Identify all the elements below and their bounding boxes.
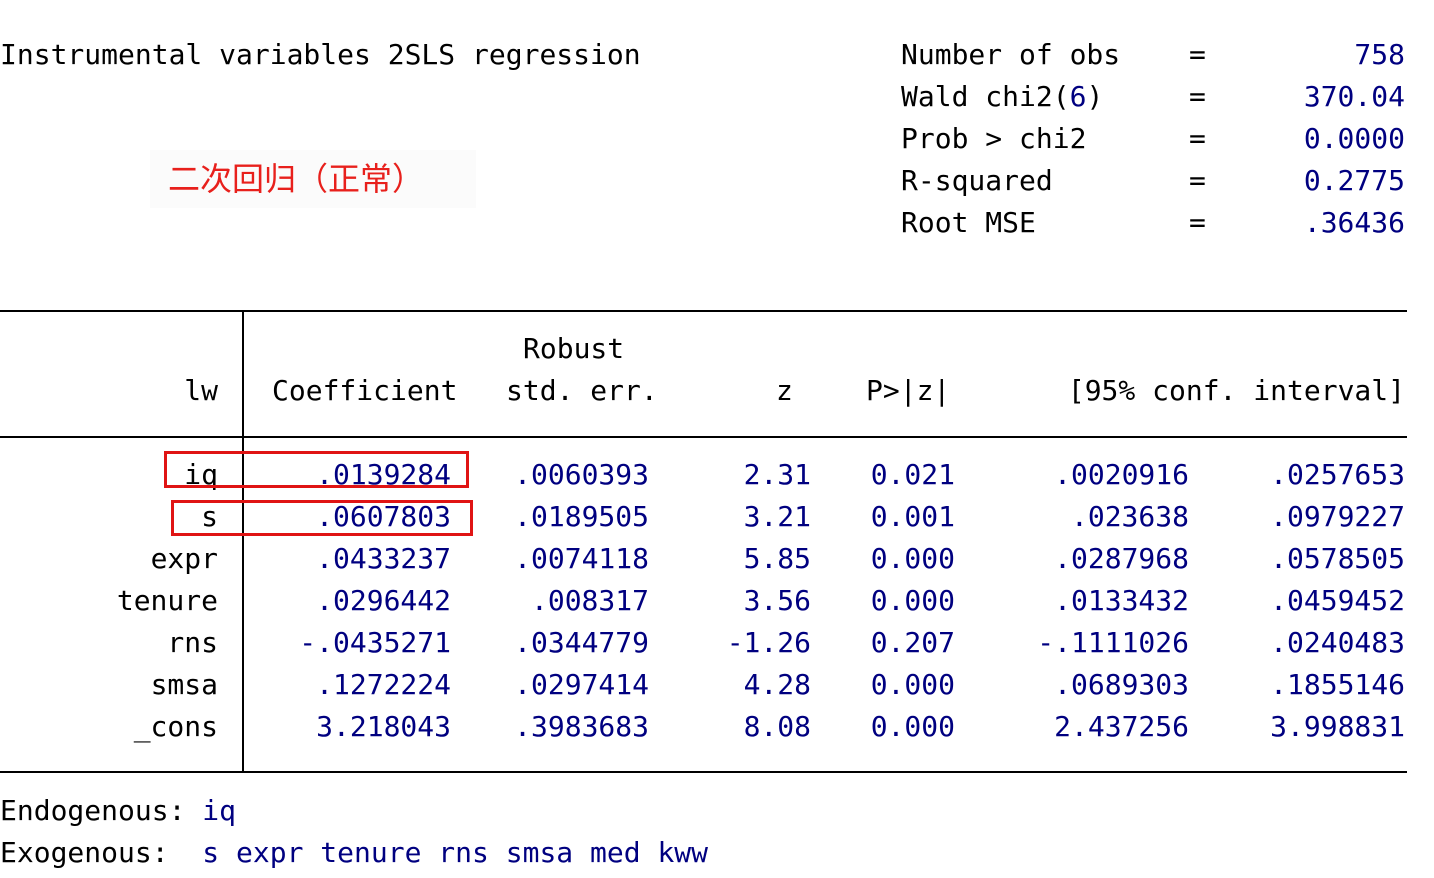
row-ci-upper: .1855146 [1270,668,1405,701]
row-z: 3.56 [743,584,811,617]
row-ci-lower: .0020916 [1054,458,1189,491]
stat-label-prob: Prob > chi2 [901,122,1087,155]
stat-label-wald: Wald chi2(6) [901,80,1104,113]
row-ci-upper: .0979227 [1270,500,1405,533]
row-z: 8.08 [743,710,811,743]
row-ci-lower: .0287968 [1054,542,1189,575]
stat-eq-rsq: = [1189,164,1206,197]
stat-value-rmse: .36436 [1303,206,1405,239]
row-pvalue: 0.000 [870,710,955,743]
row-ci-lower: .023638 [1070,500,1189,533]
row-pvalue: 0.000 [870,668,955,701]
highlight-box-iq [164,451,469,488]
stat-eq-prob: = [1189,122,1206,155]
stat-value-prob: 0.0000 [1303,122,1405,155]
row-z: 5.85 [743,542,811,575]
row-coefficient: .0607803 [316,500,451,533]
row-var-name: expr [150,542,218,575]
row-var-name: smsa [150,668,218,701]
annotation-label: 二次回归（正常） [150,150,476,208]
row-var-name: s [201,500,218,533]
highlight-box-s [171,500,473,536]
header-depvar: lw [184,374,218,407]
stat-value-rsq: 0.2775 [1303,164,1405,197]
row-ci-upper: .0257653 [1270,458,1405,491]
endogenous-line: Endogenous: iq [0,790,236,832]
row-z: 3.21 [743,500,811,533]
stat-label-nobs: Number of obs [901,38,1121,71]
stat-value-wald: 370.04 [1303,80,1405,113]
row-ci-upper: 3.998831 [1270,710,1405,743]
row-pvalue: 0.001 [870,500,955,533]
row-var-name: rns [167,626,218,659]
exogenous-line: Exogenous: s expr tenure rns smsa med kw… [0,832,708,874]
row-pvalue: 0.000 [870,584,955,617]
stat-label-wald-df: 6 [1069,80,1087,113]
header-z: z [776,374,793,407]
table-header-rule [0,436,1407,438]
row-coefficient: .1272224 [316,668,451,701]
row-pvalue: 0.000 [870,542,955,575]
row-std-err: .3983683 [514,710,649,743]
row-std-err: .0060393 [514,458,649,491]
stat-value-nobs: 758 [1354,38,1405,71]
row-z: 2.31 [743,458,811,491]
header-coefficient: Coefficient [272,374,458,407]
row-ci-upper: .0459452 [1270,584,1405,617]
row-ci-lower: -.1111026 [1037,626,1189,659]
table-bottom-rule [0,771,1407,773]
regression-title: Instrumental variables 2SLS regression [0,38,641,71]
row-ci-upper: .0578505 [1270,542,1405,575]
table-top-rule [0,310,1407,312]
header-std-err: std. err. [506,374,658,407]
row-var-name: _cons [133,710,218,743]
row-var-name: tenure [116,584,218,617]
row-ci-lower: 2.437256 [1054,710,1189,743]
row-pvalue: 0.021 [870,458,955,491]
stat-eq-rmse: = [1189,206,1206,239]
row-coefficient: -.0435271 [299,626,451,659]
exogenous-label: Exogenous: [0,836,169,869]
stat-label-rmse: Root MSE [901,206,1036,239]
row-coefficient: .0296442 [316,584,451,617]
row-std-err: .008317 [530,584,649,617]
exogenous-vars: s expr tenure rns smsa med kww [202,836,709,869]
row-z: -1.26 [726,626,811,659]
row-pvalue: 0.207 [870,626,955,659]
row-ci-lower: .0689303 [1054,668,1189,701]
header-conf-interval: [95% conf. interval] [1067,374,1405,407]
row-std-err: .0074118 [514,542,649,575]
row-std-err: .0189505 [514,500,649,533]
row-z: 4.28 [743,668,811,701]
row-coefficient: 3.218043 [316,710,451,743]
header-robust: Robust [523,332,625,365]
stat-label-rsq: R-squared [901,164,1053,197]
row-ci-upper: .0240483 [1270,626,1405,659]
row-std-err: .0297414 [514,668,649,701]
stat-eq-wald: = [1189,80,1206,113]
header-pvalue: P>|z| [866,374,951,407]
endogenous-label: Endogenous: [0,794,186,827]
row-std-err: .0344779 [514,626,649,659]
stat-eq-nobs: = [1189,38,1206,71]
table-column-divider [242,311,244,772]
row-ci-lower: .0133432 [1054,584,1189,617]
row-coefficient: .0433237 [316,542,451,575]
endogenous-vars: iq [202,794,237,827]
